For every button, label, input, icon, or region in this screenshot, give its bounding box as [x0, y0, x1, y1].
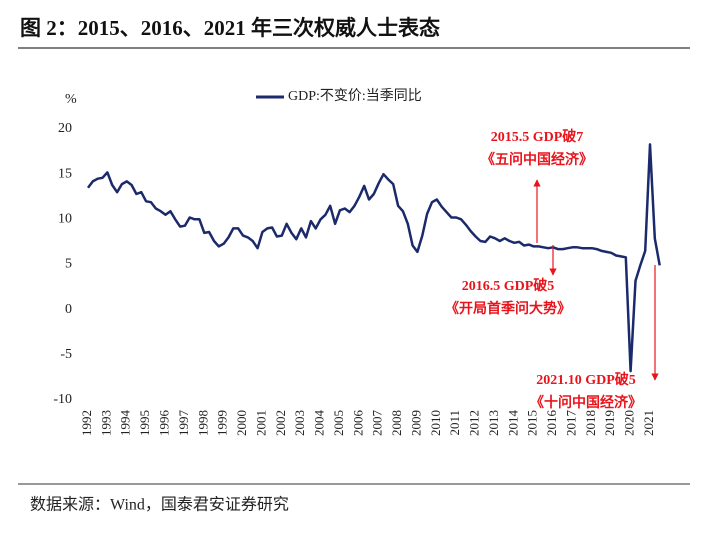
x-tick-label: 1998	[195, 410, 210, 436]
annotation-subtext: 《十问中国经济》	[530, 394, 642, 411]
series-line	[87, 143, 661, 373]
legend-label: GDP:不变价:当季同比	[288, 88, 422, 104]
y-unit: %	[65, 92, 77, 107]
x-tick-label: 2009	[408, 410, 423, 436]
x-tick-label: 2011	[447, 410, 462, 436]
x-tick-label: 2012	[467, 410, 482, 436]
y-tick-label: 5	[65, 257, 72, 272]
x-tick-label: 2020	[622, 410, 637, 436]
x-tick-label: 2010	[428, 410, 443, 436]
chart-title: 图 2：2015、2016、2021 年三次权威人士表态	[20, 16, 440, 40]
source: 数据来源：Wind，国泰君安证券研究	[30, 496, 289, 514]
x-tick-label: 2007	[370, 410, 385, 437]
x-tick-label: 2021	[641, 410, 656, 436]
y-tick-label: 0	[65, 302, 72, 317]
x-tick-label: 1994	[118, 410, 133, 437]
annotation-subtext: 《开局首季问大势》	[445, 300, 571, 317]
x-tick-label: 1997	[176, 410, 191, 437]
x-tick-label: 1992	[79, 410, 94, 436]
x-tick-label: 1995	[137, 410, 152, 436]
y-tick-label: -5	[60, 347, 72, 362]
x-tick-label: 2003	[292, 410, 307, 436]
x-tick-label: 2005	[331, 410, 346, 436]
x-tick-label: 2019	[602, 410, 617, 436]
annotation-subtext: 《五问中国经济》	[481, 151, 593, 168]
x-tick-label: 2018	[583, 410, 598, 436]
annotation-text: 2015.5 GDP破7	[491, 128, 584, 145]
x-tick-label: 2001	[253, 410, 268, 436]
x-tick-label: 2004	[312, 410, 327, 437]
x-tick-label: 2016	[544, 410, 559, 437]
y-tick-label: 20	[58, 121, 72, 136]
y-tick-label: 15	[58, 166, 72, 181]
y-tick-label: 10	[58, 212, 72, 227]
x-tick-label: 2017	[563, 410, 578, 437]
annotation-text: 2021.10 GDP破5	[536, 371, 636, 388]
annotation-text: 2016.5 GDP破5	[462, 277, 555, 294]
x-tick-label: 1993	[98, 410, 113, 436]
x-tick-label: 1999	[215, 410, 230, 436]
x-tick-label: 2000	[234, 410, 249, 436]
x-tick-label: 1996	[157, 410, 172, 437]
x-tick-label: 2014	[505, 410, 520, 437]
x-tick-label: 2015	[525, 410, 540, 436]
x-tick-label: 2008	[389, 410, 404, 436]
x-tick-label: 2002	[273, 410, 288, 436]
y-tick-label: -10	[53, 392, 72, 407]
x-tick-label: 2013	[486, 410, 501, 436]
x-tick-label: 2006	[350, 410, 365, 437]
